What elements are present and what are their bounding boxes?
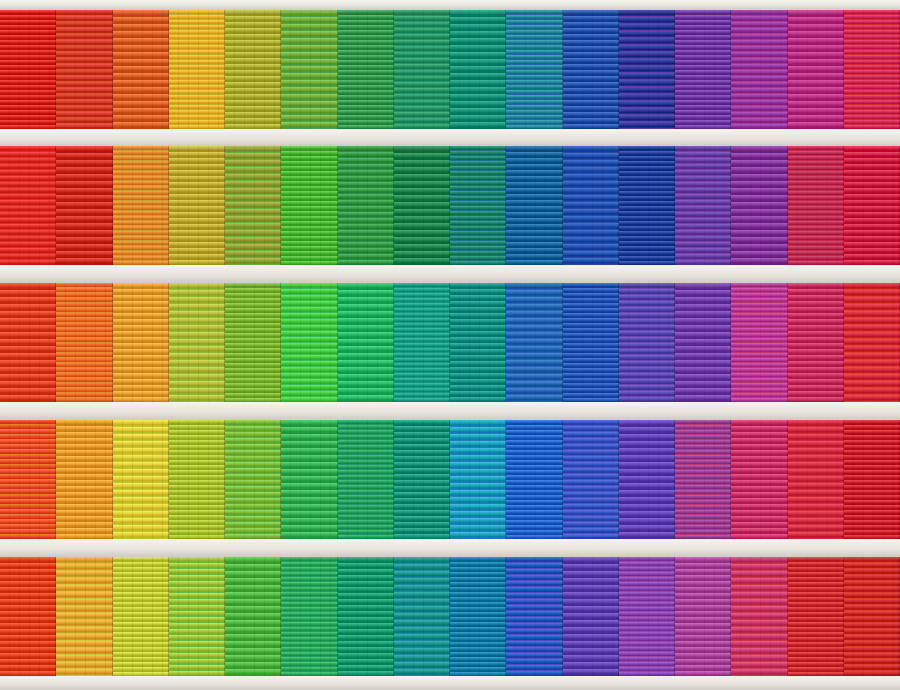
horizontal-beam xyxy=(0,0,900,10)
colour-panel xyxy=(843,283,900,402)
colour-panel xyxy=(450,146,507,265)
colour-panel xyxy=(112,557,169,676)
colour-panel xyxy=(0,557,57,676)
panel-band xyxy=(0,146,900,265)
colour-panel xyxy=(675,146,732,265)
colour-panel xyxy=(225,283,282,402)
colour-panel xyxy=(337,557,394,676)
colour-panel xyxy=(225,557,282,676)
colour-panel xyxy=(675,420,732,539)
colour-panel xyxy=(618,10,675,129)
horizontal-beam xyxy=(0,265,900,283)
colour-panel xyxy=(0,420,57,539)
colour-panel xyxy=(337,283,394,402)
colour-panel xyxy=(787,283,844,402)
colour-panel xyxy=(731,283,788,402)
colour-panel xyxy=(281,420,338,539)
colour-panel xyxy=(112,146,169,265)
colour-panel xyxy=(450,283,507,402)
panel-band xyxy=(0,420,900,539)
colour-panel xyxy=(56,283,113,402)
colour-panel xyxy=(281,557,338,676)
colour-panel xyxy=(506,283,563,402)
colour-panel xyxy=(562,146,619,265)
colour-panel xyxy=(450,420,507,539)
colour-panel xyxy=(112,283,169,402)
colour-panel xyxy=(675,283,732,402)
colour-panel xyxy=(225,146,282,265)
colour-panel xyxy=(731,146,788,265)
colour-panel xyxy=(393,557,450,676)
colour-panel xyxy=(506,420,563,539)
colour-panel xyxy=(225,10,282,129)
colour-panel xyxy=(506,557,563,676)
colour-panel xyxy=(281,283,338,402)
colour-panel xyxy=(562,283,619,402)
colour-panel xyxy=(225,420,282,539)
colour-panel xyxy=(168,146,225,265)
colour-panel xyxy=(281,10,338,129)
colour-panel xyxy=(675,10,732,129)
panel-band xyxy=(0,557,900,676)
colour-panel xyxy=(168,283,225,402)
colour-panel xyxy=(450,557,507,676)
colour-panel xyxy=(112,420,169,539)
colour-panel xyxy=(0,283,57,402)
colour-panel xyxy=(506,146,563,265)
colour-panel xyxy=(393,283,450,402)
colour-panel xyxy=(393,10,450,129)
colour-panel xyxy=(56,146,113,265)
colour-panel xyxy=(337,146,394,265)
panel-band xyxy=(0,283,900,402)
colour-panel xyxy=(0,10,57,129)
horizontal-beam xyxy=(0,539,900,557)
colour-panel xyxy=(675,557,732,676)
colour-panel xyxy=(0,146,57,265)
colour-panel xyxy=(731,10,788,129)
colour-panel xyxy=(393,146,450,265)
horizontal-beam xyxy=(0,402,900,420)
panel-band xyxy=(0,10,900,129)
colour-panel xyxy=(618,146,675,265)
colour-panel xyxy=(562,420,619,539)
colour-panel xyxy=(787,557,844,676)
colour-panel xyxy=(506,10,563,129)
colour-panel xyxy=(731,557,788,676)
colour-panel xyxy=(731,420,788,539)
colour-panel xyxy=(787,10,844,129)
colour-panel xyxy=(337,10,394,129)
colour-panel xyxy=(393,420,450,539)
colour-panel xyxy=(843,10,900,129)
colour-panel xyxy=(56,557,113,676)
colour-panel xyxy=(787,146,844,265)
colour-panel xyxy=(281,146,338,265)
colour-panel xyxy=(337,420,394,539)
colour-panel xyxy=(112,10,169,129)
colour-panel xyxy=(618,420,675,539)
colour-panel xyxy=(168,10,225,129)
horizontal-beam xyxy=(0,129,900,146)
colour-panel xyxy=(618,557,675,676)
colour-panel xyxy=(56,10,113,129)
colour-panel xyxy=(56,420,113,539)
horizontal-beam xyxy=(0,676,900,690)
colour-panel xyxy=(843,146,900,265)
colour-panel xyxy=(168,420,225,539)
colour-panel xyxy=(450,10,507,129)
colour-panel xyxy=(168,557,225,676)
colour-panel xyxy=(562,10,619,129)
colour-panel xyxy=(843,420,900,539)
colour-panel xyxy=(562,557,619,676)
colour-panel xyxy=(618,283,675,402)
colour-panel xyxy=(843,557,900,676)
colour-panel xyxy=(787,420,844,539)
